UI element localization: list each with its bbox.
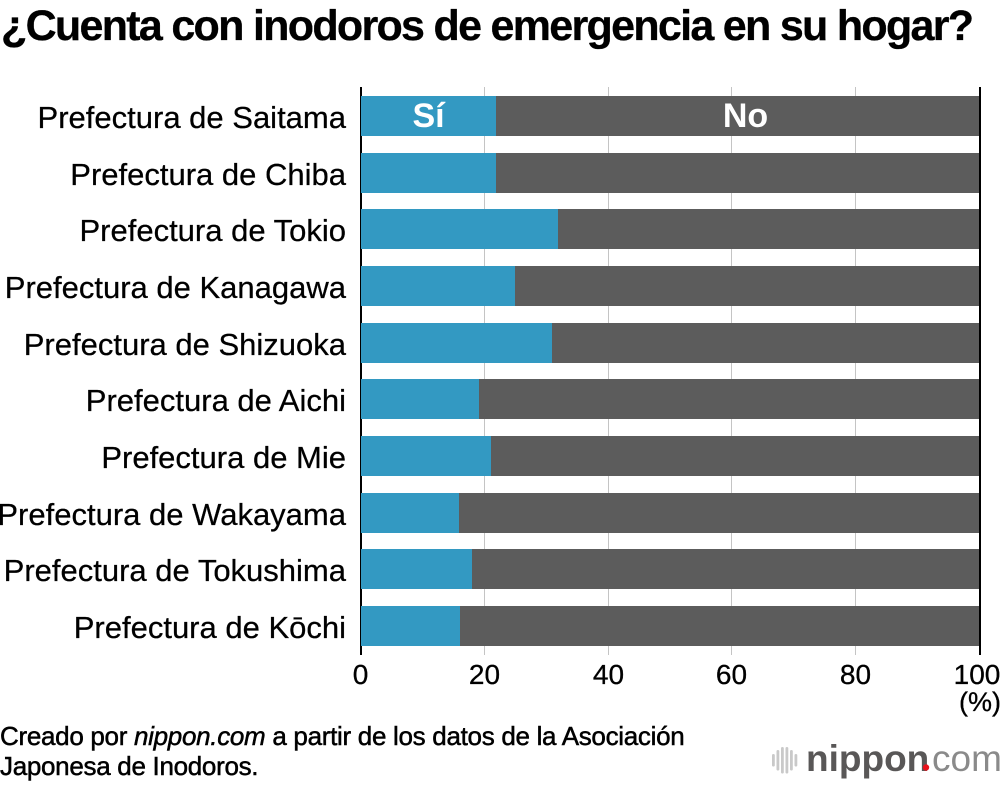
- svg-text:nippon: nippon: [806, 738, 929, 779]
- svg-text:com: com: [932, 738, 1000, 779]
